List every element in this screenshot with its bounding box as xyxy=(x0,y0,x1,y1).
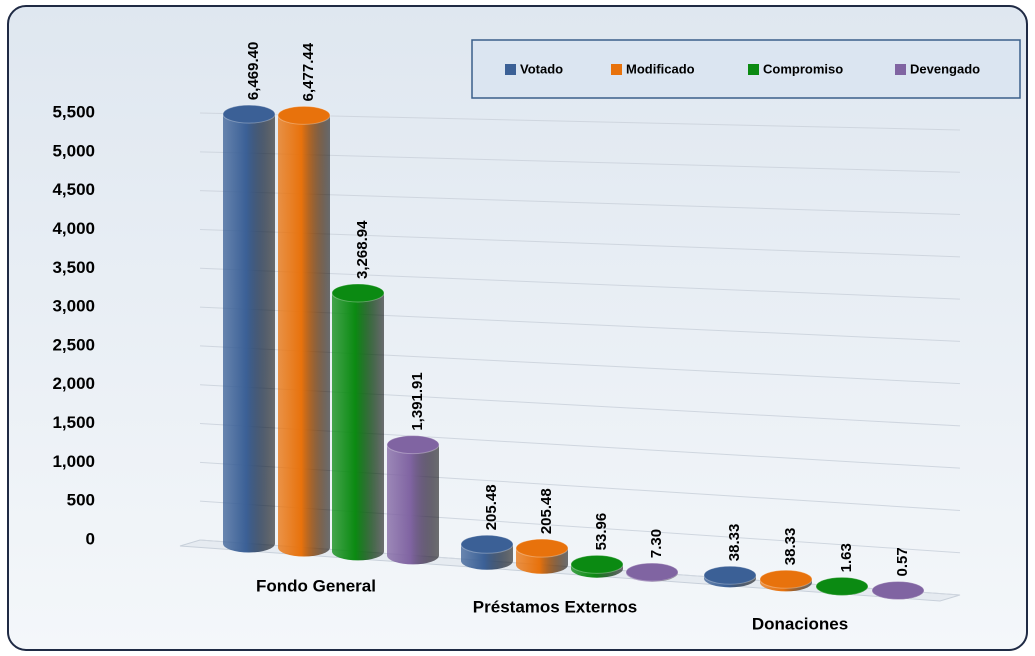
value-label: 38.33 xyxy=(726,524,743,562)
legend-swatch xyxy=(748,64,759,75)
value-label: 1.63 xyxy=(838,543,855,572)
value-label: 6,477.44 xyxy=(300,42,317,101)
bar-cap xyxy=(386,435,440,455)
bar-cap xyxy=(277,105,331,125)
value-label: 205.48 xyxy=(538,488,555,534)
x-tick-label: Fondo General xyxy=(256,576,376,595)
y-tick-label: 3,000 xyxy=(52,297,95,316)
bar-cap xyxy=(759,569,813,589)
value-label: 6,469.40 xyxy=(245,42,262,100)
value-label: 38.33 xyxy=(782,528,799,566)
legend-swatch xyxy=(895,64,906,75)
bar-cap xyxy=(515,538,569,558)
bar-cap xyxy=(222,104,276,124)
legend-label: Devengado xyxy=(910,61,980,76)
value-label: 7.30 xyxy=(648,529,665,558)
y-tick-label: 0 xyxy=(86,529,95,548)
y-tick-label: 2,000 xyxy=(52,374,95,393)
legend-swatch xyxy=(611,64,622,75)
bar-cap xyxy=(570,554,624,574)
y-tick-label: 1,000 xyxy=(52,452,95,471)
legend-label: Votado xyxy=(520,61,563,76)
legend-label: Modificado xyxy=(626,61,695,76)
y-tick-label: 4,000 xyxy=(52,219,95,238)
bar-cap xyxy=(871,580,925,600)
y-tick-label: 2,500 xyxy=(52,335,95,354)
bar-cap xyxy=(331,283,385,303)
x-tick-label: Donaciones xyxy=(752,614,848,633)
y-tick-label: 3,500 xyxy=(52,258,95,277)
bar-cap xyxy=(460,534,514,554)
value-label: 0.57 xyxy=(894,547,911,576)
y-tick-label: 5,500 xyxy=(52,102,95,121)
x-tick-label: Préstamos Externos xyxy=(473,597,637,616)
y-tick-label: 5,000 xyxy=(52,141,95,160)
bar-cap xyxy=(625,562,679,582)
value-label: 53.96 xyxy=(593,513,610,551)
value-label: 3,268.94 xyxy=(354,220,371,279)
bar xyxy=(223,108,275,553)
bar-cap xyxy=(703,565,757,585)
bar-cap xyxy=(815,576,869,596)
bar xyxy=(278,108,330,557)
y-tick-label: 4,500 xyxy=(52,180,95,199)
legend-swatch xyxy=(505,64,516,75)
legend: Votado Modificado Compromiso Devengado xyxy=(471,39,1021,99)
value-label: 1,391.91 xyxy=(409,372,426,430)
bar xyxy=(332,292,384,561)
value-label: 205.48 xyxy=(483,484,500,530)
y-tick-label: 1,500 xyxy=(52,413,95,432)
y-tick-label: 500 xyxy=(67,491,95,510)
legend-label: Compromiso xyxy=(763,61,843,76)
bar xyxy=(387,444,439,565)
legend-box xyxy=(471,39,1021,99)
